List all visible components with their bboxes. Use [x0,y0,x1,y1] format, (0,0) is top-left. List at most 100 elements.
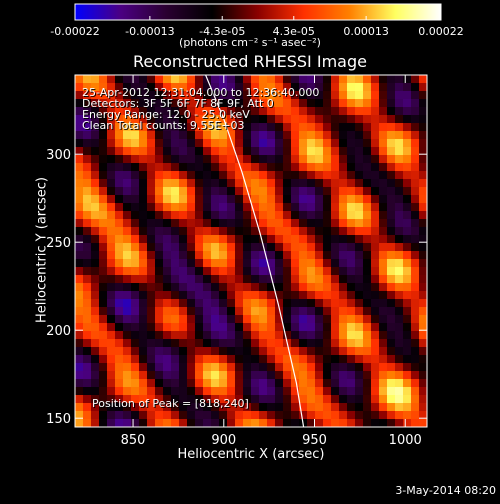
heatmap-cell [91,243,100,252]
annotation-clean-counts: Clean Total counts: 9.55E+03 [82,119,245,132]
heatmap-cell [267,331,276,340]
heatmap-cell [411,131,420,140]
heatmap-cell [155,131,164,140]
heatmap-cell [179,163,188,172]
heatmap-cell [195,323,204,332]
heatmap-cell [243,419,252,427]
heatmap-cell [379,299,388,308]
heatmap-cell [235,355,244,364]
heatmap-cell [219,411,228,420]
heatmap-cell [155,315,164,324]
heatmap-cell [291,147,300,156]
heatmap-cell [331,203,340,212]
heatmap-cell [283,243,292,252]
heatmap-cell [195,219,204,228]
heatmap-cell [139,139,148,148]
heatmap-cell [347,395,356,404]
heatmap-cell [339,323,348,332]
heatmap-cell [363,323,372,332]
heatmap-cell [107,123,116,132]
heatmap-cell [179,211,188,220]
heatmap-cell [91,155,100,164]
heatmap-cell [403,227,412,236]
heatmap-cell [395,315,404,324]
heatmap-cell [115,275,124,284]
heatmap-cell [411,91,420,100]
heatmap-cell [83,395,92,404]
heatmap-cell [147,99,156,108]
heatmap-cell [299,387,308,396]
heatmap-cell [419,347,427,356]
heatmap-cell [147,347,156,356]
heatmap-cell [275,307,284,316]
heatmap-cell [379,75,388,84]
heatmap-cell [107,355,116,364]
heatmap-cell [251,379,260,388]
heatmap-cell [171,235,180,244]
heatmap-cell [179,195,188,204]
heatmap-cell [131,387,140,396]
heatmap-cell [139,123,148,132]
heatmap-cell [339,371,348,380]
heatmap-cell [307,91,316,100]
heatmap-cell [235,171,244,180]
heatmap-cell [387,395,396,404]
heatmap-cell [363,299,372,308]
heatmap-cell [251,123,260,132]
heatmap-cell [139,411,148,420]
heatmap-cell [195,147,204,156]
heatmap-cell [211,267,220,276]
heatmap-cell [187,315,196,324]
heatmap-cell [187,307,196,316]
heatmap-cell [347,187,356,196]
heatmap-cell [179,371,188,380]
heatmap-cell [259,123,268,132]
heatmap-cell [115,115,124,124]
heatmap-cell [131,347,140,356]
heatmap-cell [403,139,412,148]
heatmap-cell [139,163,148,172]
heatmap-cell [83,323,92,332]
heatmap-cell [267,123,276,132]
heatmap-cell [379,227,388,236]
heatmap-cell [235,219,244,228]
heatmap-cell [315,75,324,84]
heatmap-cell [155,115,164,124]
heatmap-cell [107,323,116,332]
heatmap-cell [155,379,164,388]
heatmap-cell [75,363,84,372]
heatmap-cell [91,227,100,236]
heatmap-cell [139,387,148,396]
heatmap-cell [235,259,244,268]
heatmap-cell [155,99,164,108]
heatmap-cell [419,171,427,180]
heatmap-cell [235,123,244,132]
heatmap-cell [195,315,204,324]
heatmap-cell [291,411,300,420]
heatmap-cell [267,99,276,108]
heatmap-cell [323,331,332,340]
heatmap-cell [315,203,324,212]
heatmap-cell [123,307,132,316]
heatmap-cell [331,227,340,236]
heatmap-cell [307,83,316,92]
heatmap-cell [243,171,252,180]
heatmap-cell [91,387,100,396]
heatmap-cell [307,307,316,316]
heatmap-cell [203,211,212,220]
heatmap-cell [163,307,172,316]
heatmap-cell [131,419,140,427]
heatmap-cell [323,291,332,300]
heatmap-cell [379,387,388,396]
heatmap-cell [227,91,236,100]
heatmap-cell [99,83,108,92]
heatmap-cell [107,235,116,244]
heatmap-cell [227,171,236,180]
heatmap-cell [155,227,164,236]
heatmap-cell [283,379,292,388]
heatmap-cell [395,363,404,372]
heatmap-cell [275,411,284,420]
heatmap-cell [331,339,340,348]
heatmap-cell [379,355,388,364]
heatmap-cell [371,195,380,204]
